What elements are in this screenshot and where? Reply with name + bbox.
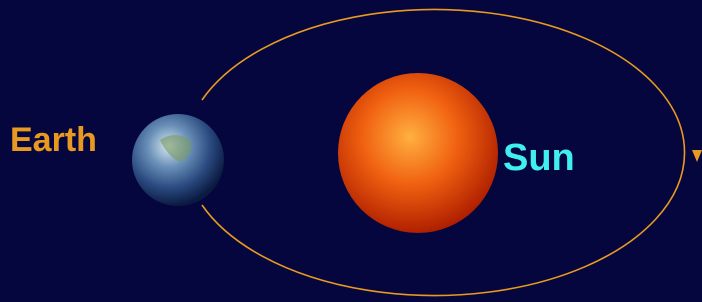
- sun-label: Sun: [503, 137, 575, 179]
- page: {"labels": {"earth": "Earth", "sun": "Su…: [0, 0, 702, 302]
- orbit-diagram: Earth Sun: [0, 0, 702, 302]
- sun: [338, 73, 498, 233]
- earth-label: Earth: [10, 121, 97, 159]
